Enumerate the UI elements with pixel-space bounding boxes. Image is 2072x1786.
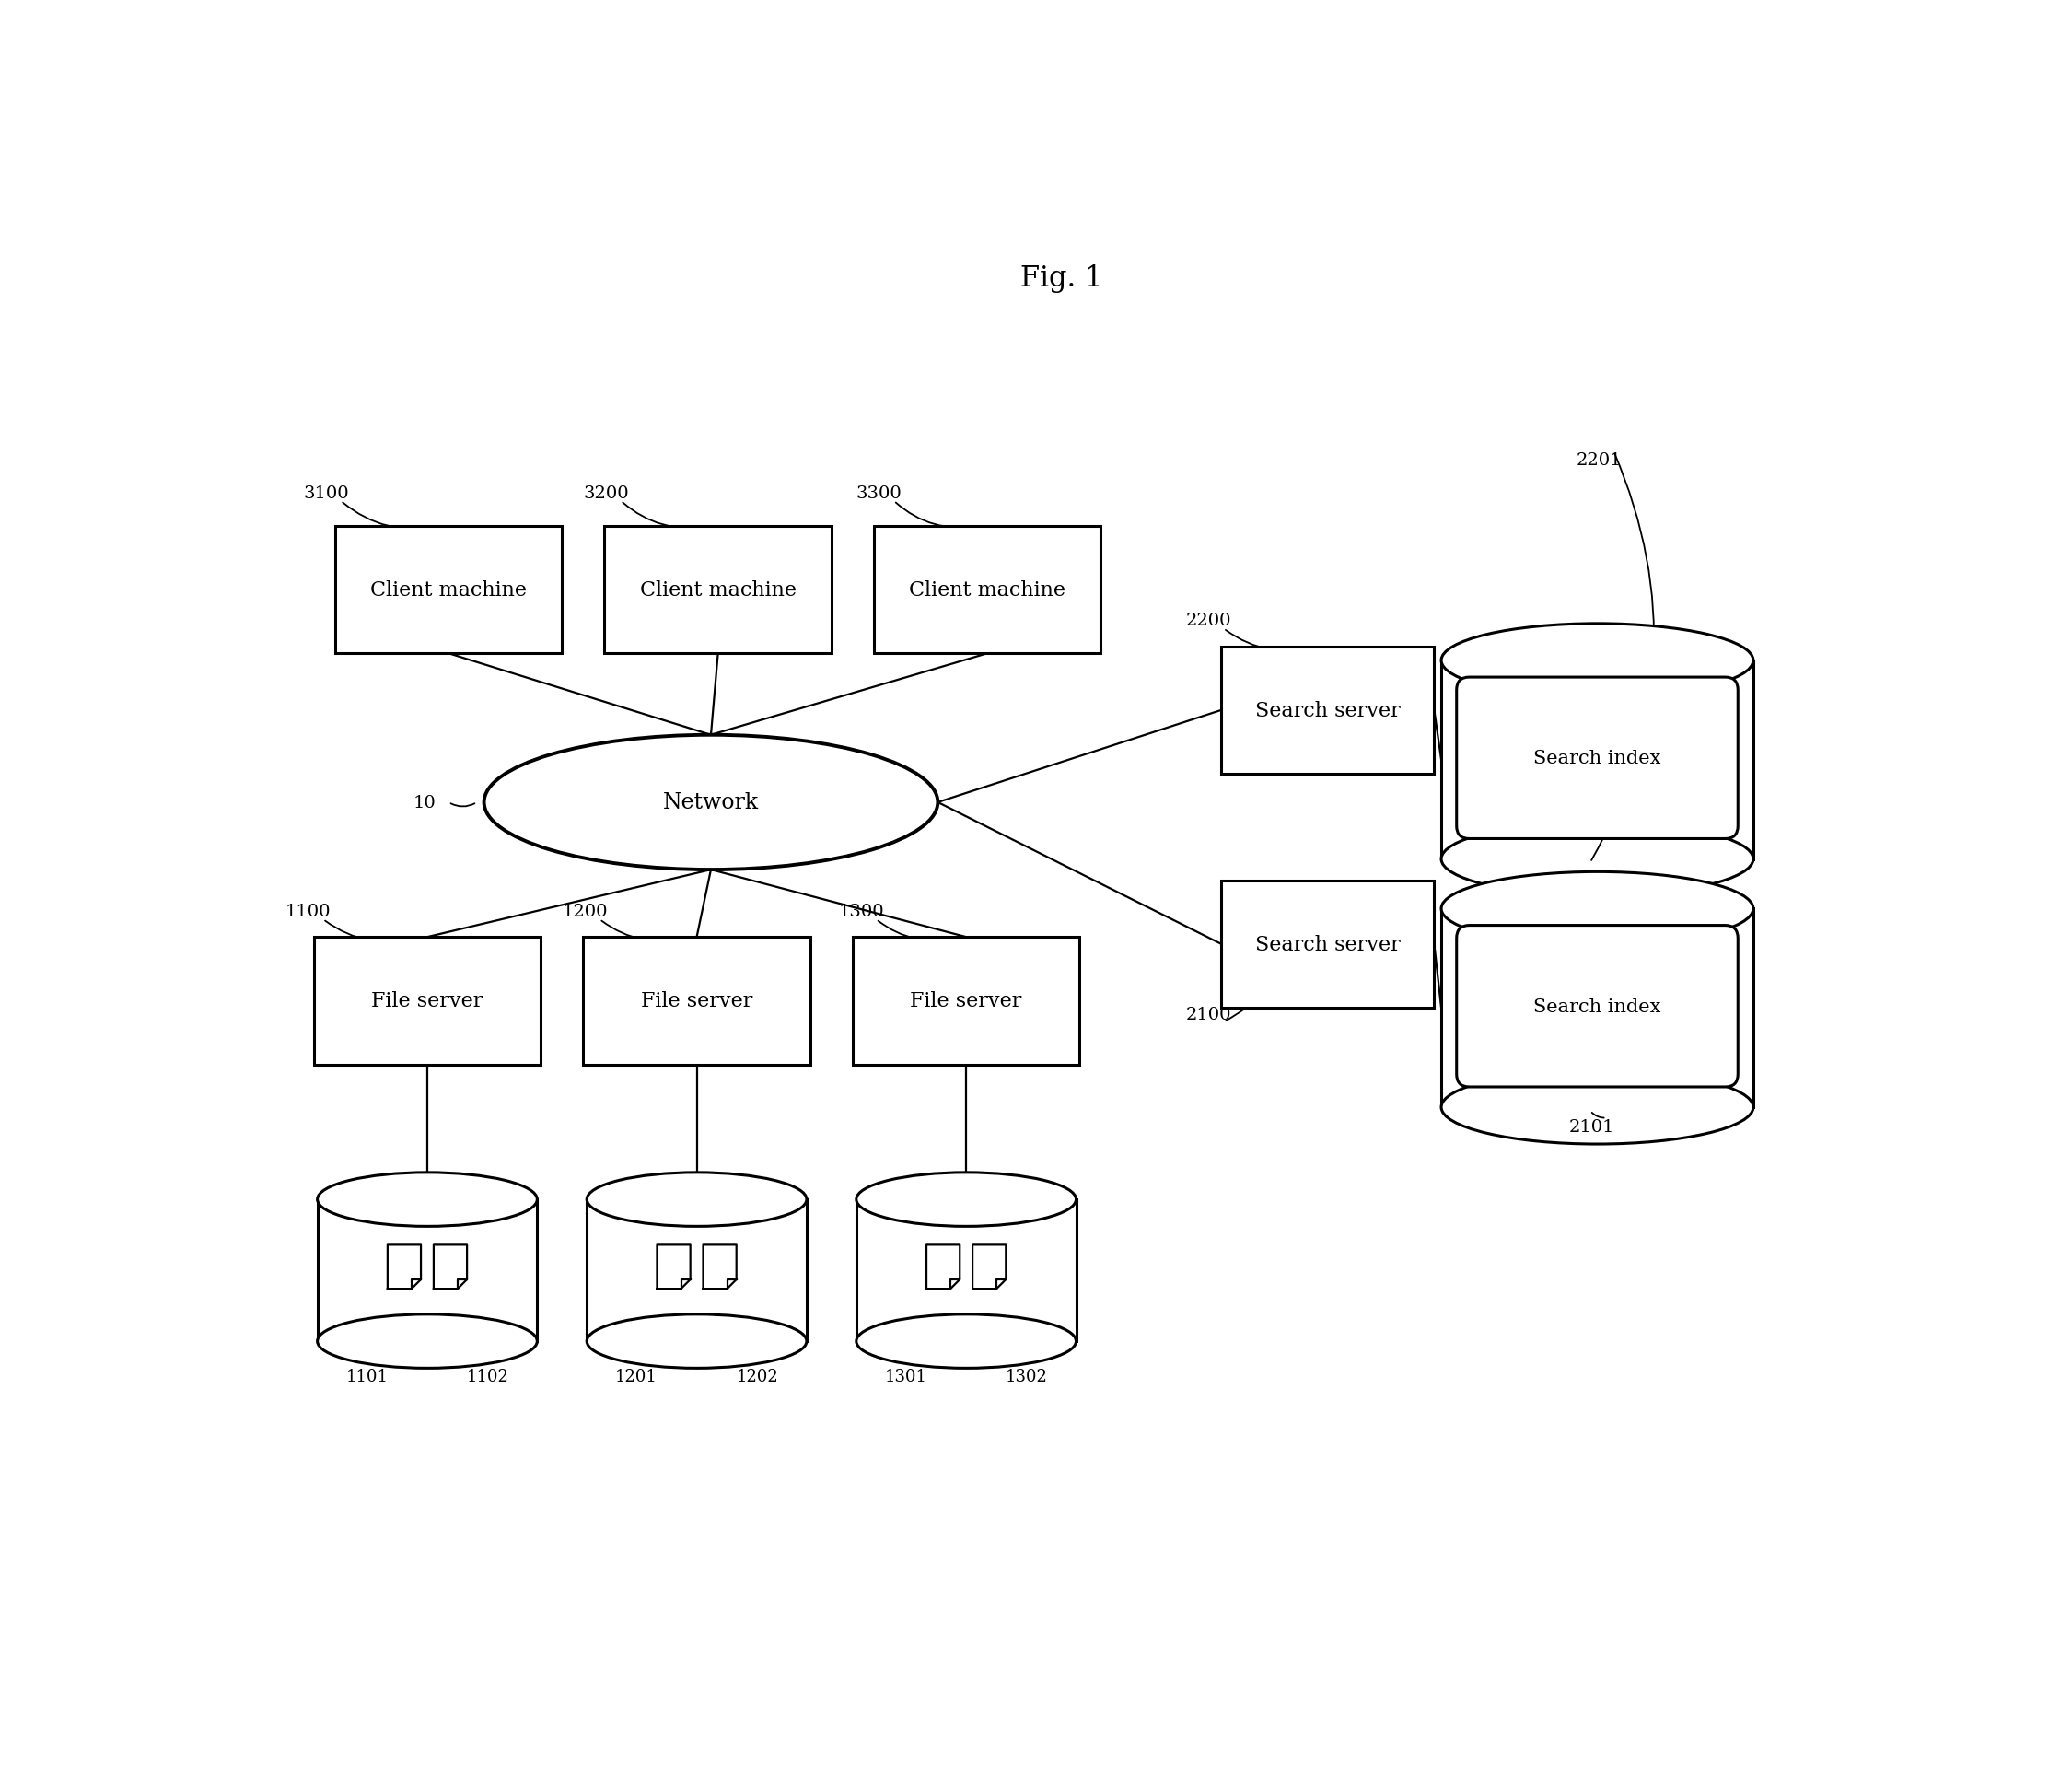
Bar [1442, 909, 1753, 1107]
Ellipse shape [586, 1314, 806, 1368]
Text: Fig. 1: Fig. 1 [1021, 264, 1102, 293]
Text: 2200: 2200 [1185, 613, 1231, 629]
Text: Network: Network [663, 793, 758, 813]
Bar [874, 527, 1100, 654]
Text: 2100: 2100 [1185, 1006, 1231, 1022]
Bar [336, 527, 562, 654]
Text: 1100: 1100 [286, 904, 332, 920]
Text: 2201: 2201 [1577, 452, 1622, 468]
Bar [854, 938, 1080, 1064]
Text: 1101: 1101 [346, 1368, 387, 1384]
Polygon shape [433, 1245, 466, 1289]
Text: 3300: 3300 [856, 484, 901, 502]
Text: 1301: 1301 [885, 1368, 926, 1384]
Text: File server: File server [910, 991, 1021, 1011]
Bar [586, 1200, 806, 1341]
Ellipse shape [317, 1173, 537, 1227]
Text: Client machine: Client machine [371, 580, 526, 600]
Bar [856, 1200, 1075, 1341]
Text: Search index: Search index [1533, 750, 1662, 768]
Text: 1200: 1200 [562, 904, 607, 920]
Ellipse shape [1442, 872, 1753, 947]
Bar [313, 938, 541, 1064]
Polygon shape [682, 1279, 690, 1289]
Bar [317, 1200, 537, 1341]
Ellipse shape [317, 1314, 537, 1368]
Text: 1302: 1302 [1005, 1368, 1048, 1384]
Text: 1202: 1202 [736, 1368, 779, 1384]
FancyBboxPatch shape [1457, 677, 1738, 839]
Polygon shape [997, 1279, 1005, 1289]
Bar [584, 938, 810, 1064]
Polygon shape [951, 1279, 959, 1289]
Text: Search server: Search server [1256, 700, 1401, 722]
Polygon shape [412, 1279, 421, 1289]
Ellipse shape [1442, 623, 1753, 698]
Text: 2101: 2101 [1569, 1118, 1614, 1134]
Text: File server: File server [640, 991, 752, 1011]
Polygon shape [387, 1245, 421, 1289]
Bar [1442, 661, 1753, 859]
Text: Client machine: Client machine [910, 580, 1065, 600]
Ellipse shape [1442, 1070, 1753, 1145]
Text: Search index: Search index [1533, 998, 1662, 1014]
Polygon shape [972, 1245, 1005, 1289]
Ellipse shape [856, 1314, 1075, 1368]
Text: 1201: 1201 [615, 1368, 657, 1384]
Polygon shape [702, 1245, 736, 1289]
Text: File server: File server [371, 991, 483, 1011]
Text: 3100: 3100 [303, 484, 348, 502]
Text: 3200: 3200 [584, 484, 630, 502]
Polygon shape [657, 1245, 690, 1289]
Polygon shape [727, 1279, 736, 1289]
Bar [1222, 647, 1434, 775]
Polygon shape [926, 1245, 959, 1289]
Ellipse shape [586, 1173, 806, 1227]
Text: 1102: 1102 [466, 1368, 510, 1384]
Text: Search server: Search server [1256, 934, 1401, 954]
Polygon shape [458, 1279, 466, 1289]
Text: 1300: 1300 [839, 904, 885, 920]
Text: Client machine: Client machine [640, 580, 796, 600]
Text: 10: 10 [412, 795, 435, 811]
Bar [1222, 880, 1434, 1009]
Bar [605, 527, 831, 654]
Ellipse shape [485, 736, 939, 870]
Ellipse shape [1442, 823, 1753, 897]
Ellipse shape [856, 1173, 1075, 1227]
FancyBboxPatch shape [1457, 925, 1738, 1088]
